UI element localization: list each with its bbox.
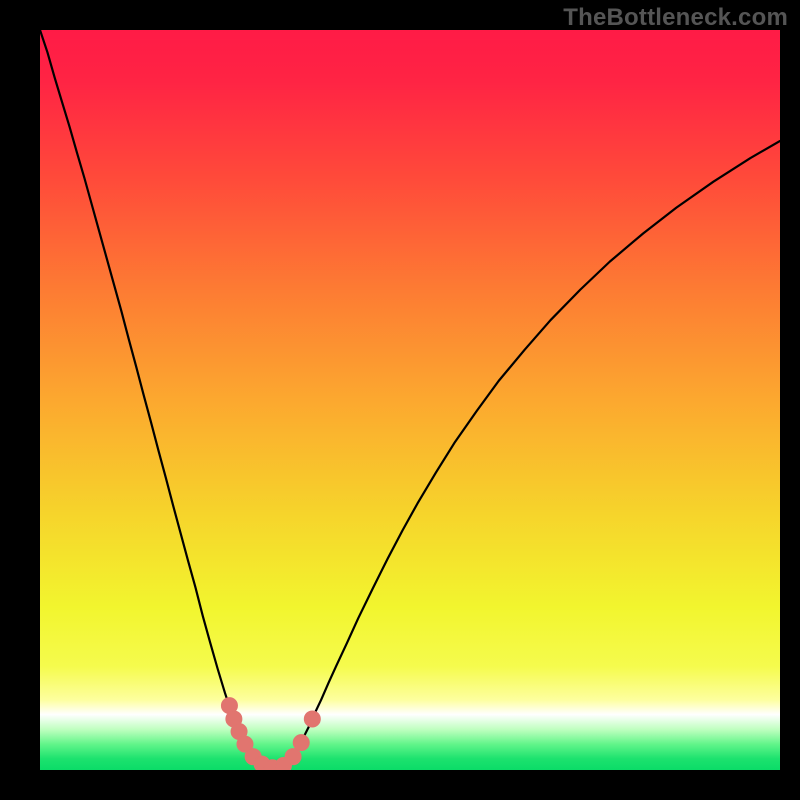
curve-marker (293, 735, 309, 751)
curve-marker (285, 749, 301, 765)
bottleneck-curve-plot (40, 30, 780, 770)
chart-frame: TheBottleneck.com (0, 0, 800, 800)
plot-background (40, 30, 780, 770)
watermark-text: TheBottleneck.com (563, 4, 788, 32)
curve-marker (304, 711, 320, 727)
